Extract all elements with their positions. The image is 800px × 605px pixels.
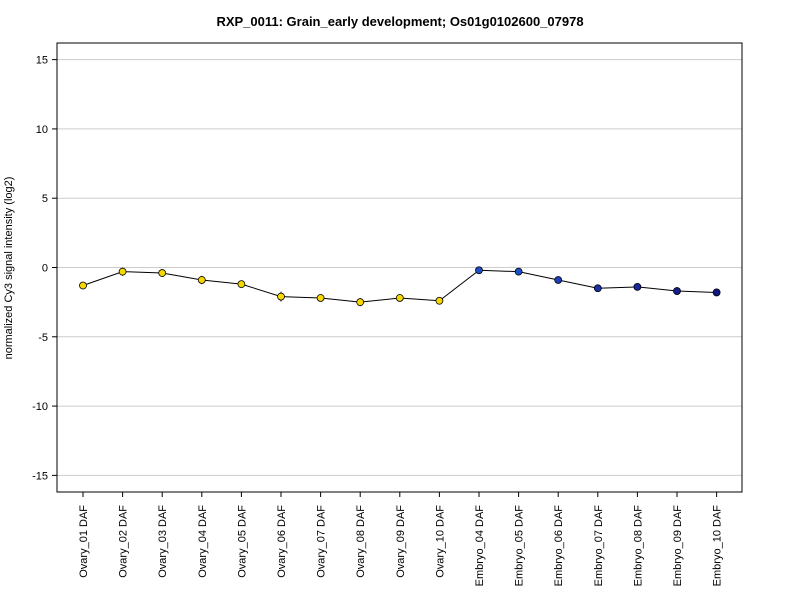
y-axis-label: normalized Cy3 signal intensity (log2) <box>3 177 15 360</box>
y-tick-label: 0 <box>42 263 48 275</box>
x-tick-label: Ovary_05 DAF <box>236 505 248 578</box>
data-point <box>633 283 642 291</box>
y-tick-label: 10 <box>36 124 48 136</box>
data-point <box>237 280 246 289</box>
x-tick-label: Ovary_03 DAF <box>157 505 169 578</box>
y-tick-label: -5 <box>38 332 48 344</box>
data-point <box>712 288 721 297</box>
x-tick-label: Ovary_01 DAF <box>78 505 90 578</box>
x-tick-label: Embryo_08 DAF <box>632 505 644 587</box>
x-tick-label: Ovary_09 DAF <box>395 505 407 578</box>
data-point <box>395 294 404 302</box>
data-point <box>514 267 523 276</box>
y-tick-label: 15 <box>36 55 48 67</box>
data-point <box>475 266 483 275</box>
x-tick-label: Embryo_04 DAF <box>474 505 486 587</box>
data-point <box>316 294 325 302</box>
data-point <box>79 281 87 290</box>
data-point <box>158 269 167 277</box>
y-tick-label: -10 <box>32 401 48 413</box>
data-point <box>554 276 563 284</box>
x-tick-label: Ovary_04 DAF <box>197 505 209 578</box>
data-point <box>435 296 444 305</box>
data-point <box>673 287 681 295</box>
chart-title: RXP_0011: Grain_early development; Os01g… <box>216 14 583 29</box>
x-tick-label: Ovary_10 DAF <box>434 505 446 578</box>
series-layer <box>79 266 721 307</box>
x-tick-label: Embryo_10 DAF <box>712 505 724 587</box>
axis-layer: 15 10 5 0 -5 -10 -15 Ovary_01 DAF Ovary_02 DAF Ov… <box>32 55 724 587</box>
data-point <box>197 276 206 284</box>
x-tick-label: Embryo_06 DAF <box>553 505 565 587</box>
data-point <box>277 292 285 301</box>
data-point <box>118 267 127 276</box>
data-point <box>356 298 365 307</box>
x-tick-label: Ovary_08 DAF <box>355 505 367 578</box>
x-tick-label: Embryo_07 DAF <box>593 505 605 587</box>
grid-layer <box>57 59 742 476</box>
x-tick-label: Ovary_02 DAF <box>118 505 130 578</box>
y-tick-label: -15 <box>32 470 48 482</box>
data-point <box>593 284 602 293</box>
y-tick-label: 5 <box>42 193 48 205</box>
x-tick-label: Embryo_09 DAF <box>672 505 684 587</box>
plot-frame <box>56 42 743 493</box>
x-tick-label: Ovary_07 DAF <box>316 505 328 578</box>
x-tick-label: Ovary_06 DAF <box>276 505 288 578</box>
x-tick-label: Embryo_05 DAF <box>514 505 526 587</box>
